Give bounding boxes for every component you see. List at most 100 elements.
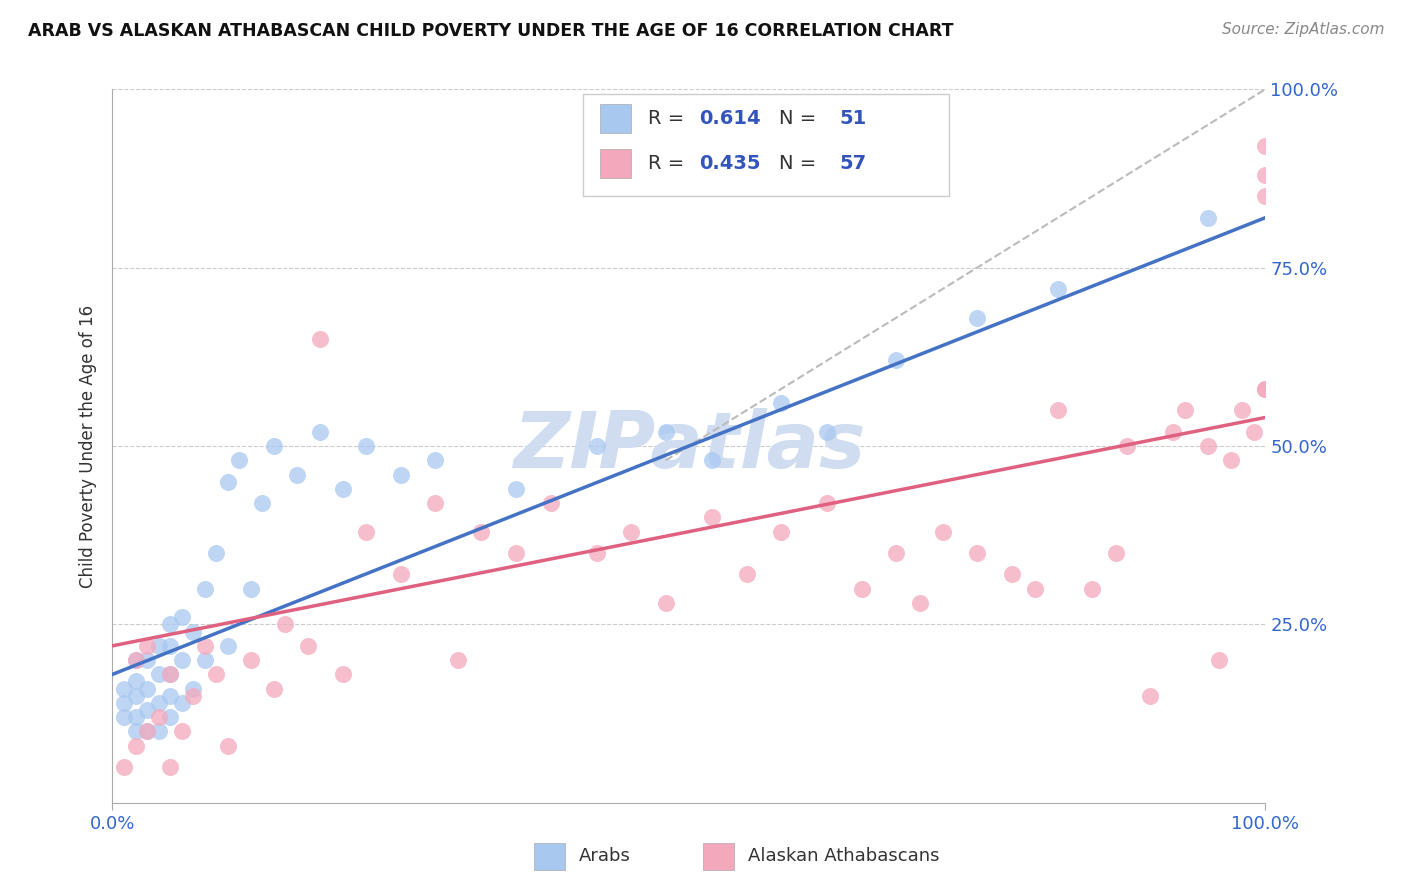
Point [1219, 453, 1241, 467]
Y-axis label: Child Poverty Under the Age of 16: Child Poverty Under the Age of 16 [79, 304, 97, 588]
Point [1254, 168, 1277, 182]
Text: 0.614: 0.614 [699, 109, 761, 128]
Point [540, 496, 562, 510]
Text: Source: ZipAtlas.com: Source: ZipAtlas.com [1222, 22, 1385, 37]
Point [194, 653, 217, 667]
Point [332, 667, 354, 681]
Point [389, 567, 412, 582]
Point [205, 667, 228, 681]
Point [148, 710, 170, 724]
Point [217, 475, 239, 489]
Point [136, 653, 159, 667]
Point [194, 639, 217, 653]
Point [815, 425, 838, 439]
Text: 57: 57 [839, 153, 866, 173]
Point [239, 582, 262, 596]
Text: 51: 51 [839, 109, 866, 128]
Point [908, 596, 931, 610]
Point [112, 696, 135, 710]
Text: N =: N = [779, 153, 828, 173]
Point [1081, 582, 1104, 596]
Point [136, 681, 159, 696]
Point [354, 439, 377, 453]
Point [655, 425, 678, 439]
Point [966, 310, 988, 325]
Point [815, 496, 838, 510]
Point [1161, 425, 1184, 439]
Text: Alaskan Athabascans: Alaskan Athabascans [748, 847, 939, 865]
Point [332, 482, 354, 496]
Point [1254, 139, 1277, 153]
Point [285, 467, 308, 482]
Point [136, 639, 159, 653]
Point [1001, 567, 1024, 582]
Point [263, 681, 285, 696]
Point [1197, 439, 1219, 453]
Point [425, 453, 447, 467]
Point [1197, 211, 1219, 225]
Point [655, 596, 678, 610]
Point [931, 524, 953, 539]
Point [159, 667, 181, 681]
Point [148, 724, 170, 739]
Point [1254, 382, 1277, 396]
Point [124, 674, 146, 689]
Point [159, 617, 181, 632]
Point [124, 653, 146, 667]
Point [170, 610, 193, 624]
Point [585, 546, 607, 560]
Point [851, 582, 873, 596]
Point [309, 425, 332, 439]
Point [1174, 403, 1197, 417]
Point [585, 439, 607, 453]
Point [170, 696, 193, 710]
Point [252, 496, 274, 510]
Point [159, 667, 181, 681]
Point [136, 724, 159, 739]
Point [620, 524, 643, 539]
Point [170, 653, 193, 667]
Point [194, 582, 217, 596]
Point [181, 624, 204, 639]
Point [1208, 653, 1230, 667]
Point [297, 639, 319, 653]
Point [447, 653, 470, 667]
Point [124, 724, 146, 739]
Point [886, 353, 908, 368]
Point [239, 653, 262, 667]
Text: R =: R = [648, 153, 697, 173]
Point [148, 639, 170, 653]
Point [700, 510, 723, 524]
Point [159, 639, 181, 653]
Point [1116, 439, 1139, 453]
Point [274, 617, 297, 632]
Point [1254, 189, 1277, 203]
Point [124, 653, 146, 667]
Point [181, 689, 204, 703]
Point [1139, 689, 1161, 703]
Point [170, 724, 193, 739]
Point [124, 739, 146, 753]
Point [124, 689, 146, 703]
Point [1243, 425, 1265, 439]
Point [112, 710, 135, 724]
Point [112, 760, 135, 774]
Point [136, 703, 159, 717]
Point [263, 439, 285, 453]
Point [159, 710, 181, 724]
Text: ARAB VS ALASKAN ATHABASCAN CHILD POVERTY UNDER THE AGE OF 16 CORRELATION CHART: ARAB VS ALASKAN ATHABASCAN CHILD POVERTY… [28, 22, 953, 40]
Point [389, 467, 412, 482]
Point [309, 332, 332, 346]
Point [148, 696, 170, 710]
Point [1046, 282, 1069, 296]
Point [966, 546, 988, 560]
Point [425, 496, 447, 510]
Text: Arabs: Arabs [579, 847, 631, 865]
Text: 0.435: 0.435 [699, 153, 761, 173]
Point [228, 453, 250, 467]
Point [159, 760, 181, 774]
Text: N =: N = [779, 109, 828, 128]
Point [886, 546, 908, 560]
Point [1254, 382, 1277, 396]
Point [124, 710, 146, 724]
